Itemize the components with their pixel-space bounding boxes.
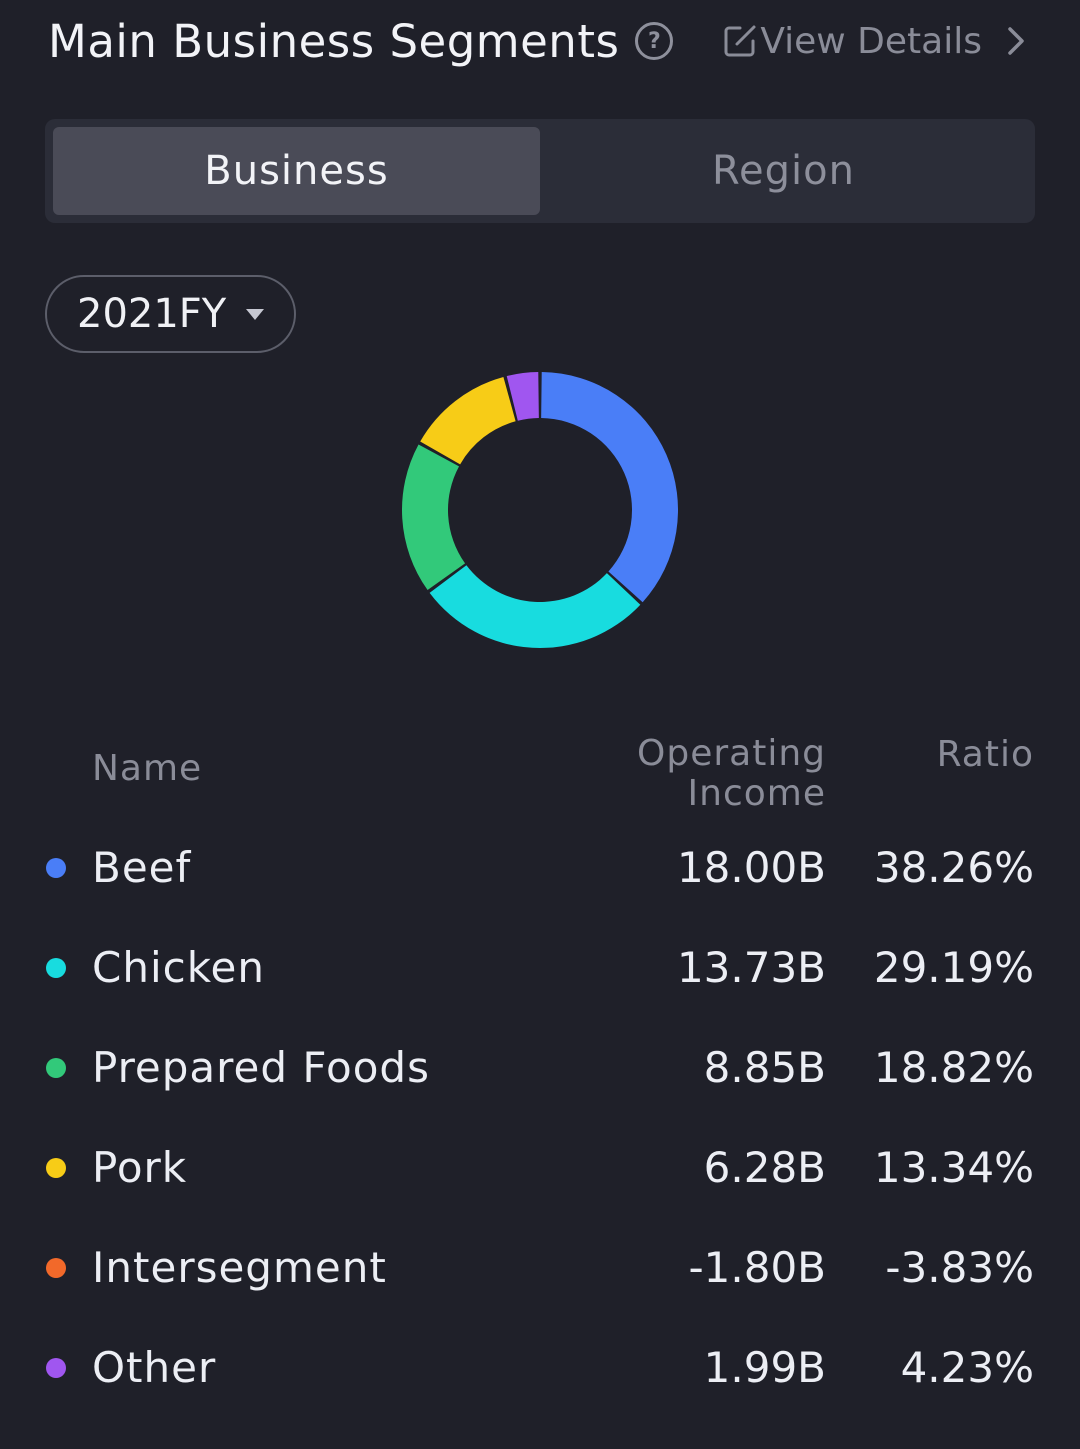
ratio-value: 4.23% bbox=[900, 1343, 1034, 1392]
column-header-income: Operating Income bbox=[637, 734, 826, 810]
table-row[interactable]: Prepared Foods 8.85B 18.82% bbox=[0, 1010, 1080, 1110]
segment-name: Prepared Foods bbox=[92, 1043, 430, 1092]
segment-name: Pork bbox=[92, 1143, 188, 1192]
legend-dot bbox=[46, 958, 66, 978]
table-body: Beef 18.00B 38.26% Chicken 13.73B 29.19% Prepa… bbox=[0, 810, 1080, 1410]
chevron-right-icon bbox=[1008, 27, 1024, 55]
column-header-name: Name bbox=[92, 748, 203, 789]
view-details-link[interactable]: View Details bbox=[720, 21, 1036, 62]
table-row[interactable]: Intersegment -1.80B -3.83% bbox=[0, 1210, 1080, 1310]
donut-slice-chicken[interactable] bbox=[429, 565, 641, 648]
legend-dot bbox=[46, 858, 66, 878]
page-title: Main Business Segments bbox=[48, 14, 620, 68]
donut-slice-beef[interactable] bbox=[541, 372, 678, 603]
operating-income: 13.73B bbox=[676, 943, 826, 992]
table-header: Name Operating Income Ratio bbox=[0, 730, 1080, 810]
donut-slice-prepared-foods[interactable] bbox=[402, 444, 466, 591]
ratio-value: 38.26% bbox=[873, 843, 1034, 892]
legend-dot bbox=[46, 1058, 66, 1078]
tab-region[interactable]: Region bbox=[712, 148, 855, 194]
ratio-value: 18.82% bbox=[873, 1043, 1034, 1092]
table-row[interactable]: Chicken 13.73B 29.19% bbox=[0, 910, 1080, 1010]
segment-name: Chicken bbox=[92, 943, 265, 992]
segment-name: Other bbox=[92, 1343, 217, 1392]
ratio-value: 29.19% bbox=[873, 943, 1034, 992]
segment-name: Intersegment bbox=[92, 1243, 387, 1292]
help-icon[interactable]: ? bbox=[635, 22, 674, 60]
segment-name: Beef bbox=[92, 843, 192, 892]
ratio-value: -3.83% bbox=[885, 1243, 1034, 1292]
legend-dot bbox=[46, 1358, 66, 1378]
column-header-ratio: Ratio bbox=[936, 734, 1034, 775]
operating-income: -1.80B bbox=[688, 1243, 826, 1292]
header: Main Business Segments ? View Details bbox=[48, 10, 1036, 72]
view-details-label: View Details bbox=[760, 20, 982, 62]
segments-table: Name Operating Income Ratio Beef 18.00B 38… bbox=[0, 730, 1080, 1410]
table-row[interactable]: Beef 18.00B 38.26% bbox=[0, 810, 1080, 910]
period-dropdown[interactable]: 2021FY bbox=[45, 275, 296, 353]
period-value: 2021FY bbox=[77, 291, 227, 337]
segment-tabs: Business Region bbox=[45, 119, 1035, 223]
table-row[interactable]: Pork 6.28B 13.34% bbox=[0, 1110, 1080, 1210]
operating-income: 1.99B bbox=[703, 1343, 826, 1392]
table-row[interactable]: Other 1.99B 4.23% bbox=[0, 1310, 1080, 1410]
operating-income: 8.85B bbox=[703, 1043, 826, 1092]
tab-business[interactable]: Business bbox=[53, 127, 540, 215]
donut-slice-pork[interactable] bbox=[420, 376, 516, 465]
donut-slice-other[interactable] bbox=[506, 372, 539, 421]
donut-chart bbox=[402, 372, 678, 648]
caret-down-icon bbox=[246, 308, 265, 320]
operating-income: 6.28B bbox=[703, 1143, 826, 1192]
legend-dot bbox=[46, 1258, 66, 1278]
operating-income: 18.00B bbox=[676, 843, 826, 892]
legend-dot bbox=[46, 1158, 66, 1178]
ratio-value: 13.34% bbox=[873, 1143, 1034, 1192]
external-link-icon bbox=[724, 25, 756, 57]
